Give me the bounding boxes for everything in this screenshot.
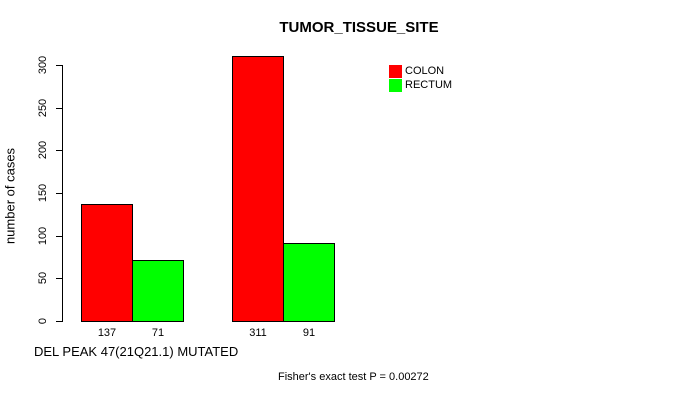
bar-value-label: 311	[249, 327, 267, 339]
bar-colon	[81, 204, 133, 322]
legend-item-rectum: RECTUM	[389, 79, 452, 92]
y-tick-label: 250	[37, 98, 49, 118]
legend-item-colon: COLON	[389, 65, 452, 78]
x-axis-label: DEL PEAK 47(21Q21.1) MUTATED	[34, 344, 239, 359]
y-tick-label: 0	[37, 317, 49, 325]
y-tick-mark	[56, 236, 63, 237]
y-tick-label: 100	[37, 226, 49, 246]
legend-label: COLON	[405, 65, 445, 77]
y-tick-mark	[56, 278, 63, 279]
bar-value-label: 137	[97, 327, 117, 339]
bar-rectum	[283, 243, 335, 322]
y-tick-mark	[56, 150, 63, 151]
stats-annotation: Fisher's exact test P = 0.00272	[278, 371, 429, 383]
y-tick-mark	[56, 65, 63, 66]
chart-title: TUMOR_TISSUE_SITE	[279, 19, 439, 36]
bar-value-label: 71	[151, 327, 165, 339]
y-tick-label: 200	[37, 140, 49, 160]
y-tick-mark	[56, 321, 63, 322]
legend-label: RECTUM	[405, 79, 453, 91]
legend-swatch-icon	[389, 79, 402, 92]
bar-rectum	[132, 260, 184, 322]
y-tick-mark	[56, 108, 63, 109]
bar-value-label: 91	[302, 327, 316, 339]
y-tick-mark	[56, 193, 63, 194]
bar-colon	[232, 56, 284, 322]
y-tick-label: 300	[37, 55, 49, 75]
legend: COLON RECTUM	[389, 65, 452, 92]
y-axis-label: number of cases	[2, 147, 18, 245]
y-tick-label: 150	[37, 183, 49, 203]
legend-swatch-icon	[389, 65, 402, 78]
y-tick-label: 50	[37, 271, 49, 285]
